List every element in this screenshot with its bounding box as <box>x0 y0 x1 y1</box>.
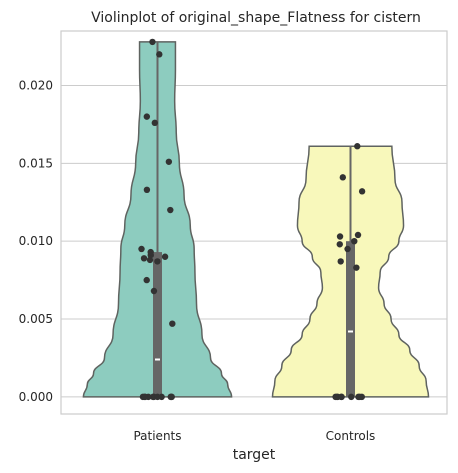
data-point <box>354 231 362 239</box>
data-point <box>337 258 344 265</box>
y-tick-label: 0.010 <box>19 234 53 248</box>
data-point <box>154 258 161 265</box>
inner-boxes <box>153 41 355 397</box>
data-point <box>354 143 361 150</box>
y-tick-label: 0.020 <box>19 78 53 92</box>
data-point <box>143 186 151 194</box>
data-point <box>141 393 148 401</box>
iqr-box <box>153 252 162 397</box>
x-tick-label: Patients <box>133 429 181 443</box>
data-point <box>339 174 347 181</box>
data-point <box>353 264 360 271</box>
data-point <box>149 38 156 46</box>
data-point <box>168 393 175 401</box>
data-point <box>336 233 344 240</box>
data-point <box>344 245 351 253</box>
median-marker <box>155 358 160 361</box>
chart-title: Violinplot of original_shape_Flatness fo… <box>91 10 421 26</box>
y-tick-label: 0.015 <box>19 156 53 170</box>
data-point <box>338 393 345 401</box>
data-point <box>151 119 159 127</box>
data-point <box>169 320 176 327</box>
plot-frame <box>60 30 448 415</box>
data-point <box>165 158 173 165</box>
data-point <box>348 393 355 401</box>
data-point <box>143 113 151 120</box>
data-point <box>336 241 343 248</box>
data-point <box>161 253 169 260</box>
median-marker <box>348 330 353 333</box>
data-point <box>356 393 363 401</box>
y-tick-label: 0.005 <box>19 312 53 326</box>
data-point <box>158 393 165 401</box>
data-point <box>149 393 157 401</box>
violins <box>82 41 430 398</box>
data-point <box>143 276 150 284</box>
data-point <box>150 287 158 295</box>
data-point <box>167 206 174 214</box>
data-point <box>358 188 366 195</box>
data-points <box>138 38 366 401</box>
iqr-box <box>346 241 355 397</box>
data-point <box>351 237 358 245</box>
x-tick-label: Controls <box>326 429 376 443</box>
data-point <box>138 245 145 253</box>
data-point <box>156 51 163 58</box>
x-axis-label: target <box>233 447 276 463</box>
data-point <box>140 255 148 262</box>
data-point <box>147 248 154 256</box>
y-tick-label: 0.000 <box>19 390 53 404</box>
x-tick-labels: Patients Controls <box>133 429 375 443</box>
y-tick-labels: 0.000 0.005 0.010 0.015 0.020 <box>19 78 53 403</box>
